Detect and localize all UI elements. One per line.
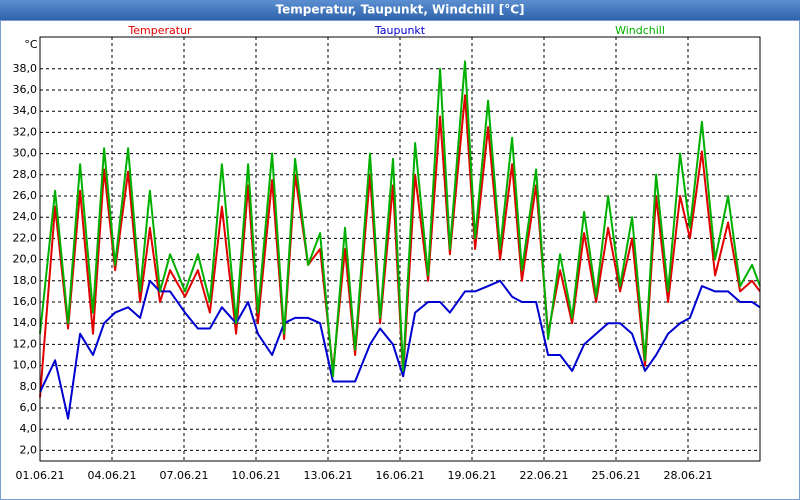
y-tick-label: 6,0	[20, 401, 38, 414]
legend-entry: Windchill	[615, 24, 665, 37]
y-tick-label: 22,0	[13, 231, 38, 244]
legend-entry: Temperatur	[127, 24, 192, 37]
x-tick-label: 25.06.21	[592, 469, 641, 482]
y-tick-label: 14,0	[13, 316, 38, 329]
x-tick-label: 28.06.21	[664, 469, 713, 482]
y-tick-label: 18,0	[13, 274, 38, 287]
y-tick-label: 24,0	[13, 210, 38, 223]
title-bar	[0, 0, 800, 20]
y-tick-label: 2,0	[20, 443, 38, 456]
y-tick-label: 12,0	[13, 337, 38, 350]
y-tick-label: 10,0	[13, 359, 38, 372]
y-tick-label: 30,0	[13, 147, 38, 160]
y-unit: °C	[24, 38, 38, 51]
y-tick-label: 8,0	[20, 380, 38, 393]
x-tick-label: 16.06.21	[376, 469, 425, 482]
x-tick-label: 01.06.21	[16, 469, 65, 482]
x-tick-label: 19.06.21	[448, 469, 497, 482]
x-tick-label: 10.06.21	[232, 469, 281, 482]
y-tick-label: 16,0	[13, 295, 38, 308]
x-tick-label: 22.06.21	[520, 469, 569, 482]
legend-entry: Taupunkt	[374, 24, 426, 37]
chart-title: Temperatur, Taupunkt, Windchill [°C]	[276, 3, 525, 17]
y-tick-label: 4,0	[20, 422, 38, 435]
y-tick-label: 34,0	[13, 104, 38, 117]
data-line	[39, 60, 761, 378]
x-tick-label: 13.06.21	[304, 469, 353, 482]
plot-border	[39, 36, 761, 462]
x-tick-label: 04.06.21	[88, 469, 137, 482]
y-tick-label: 36,0	[13, 83, 38, 96]
y-tick-label: 32,0	[13, 125, 38, 138]
y-tick-label: 38,0	[13, 62, 38, 75]
y-tick-label: 20,0	[13, 253, 38, 266]
y-tick-label: 26,0	[13, 189, 38, 202]
y-tick-label: 28,0	[13, 168, 38, 181]
x-tick-label: 07.06.21	[160, 469, 209, 482]
